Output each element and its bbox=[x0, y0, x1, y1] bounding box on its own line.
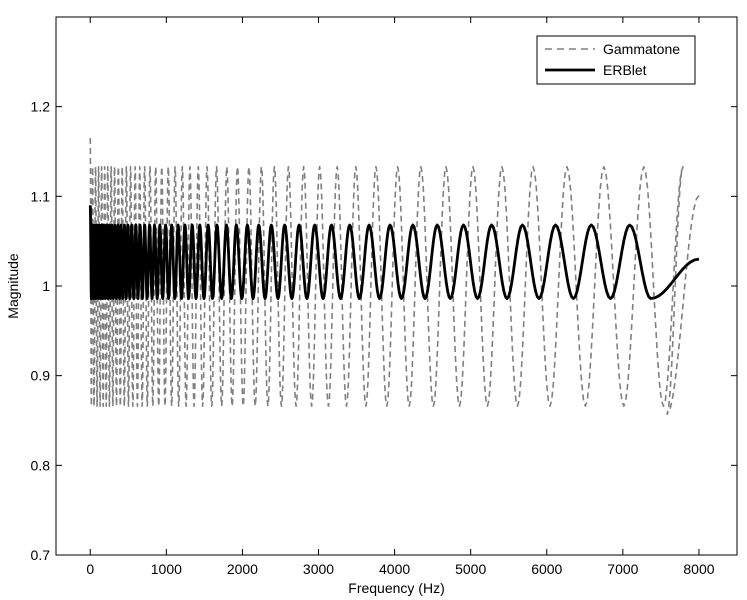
x-tick-label: 1000 bbox=[151, 561, 182, 577]
y-axis-label: Magnitude bbox=[5, 253, 21, 319]
x-axis-label: Frequency (Hz) bbox=[348, 580, 444, 596]
plot-lines bbox=[88, 138, 700, 416]
y-tick-label: 1 bbox=[42, 278, 50, 294]
series-line-erblet bbox=[88, 205, 700, 300]
x-tick-label: 6000 bbox=[531, 561, 562, 577]
y-axis-ticks: 0.7 0.8 0.9 1 1.1 1.2 bbox=[31, 99, 737, 563]
x-tick-label: 8000 bbox=[683, 561, 714, 577]
legend-entry-gammatone: Gammatone bbox=[603, 41, 680, 57]
y-tick-label: 1.1 bbox=[31, 188, 51, 204]
x-axis-ticks: 0 1000 2000 3000 4000 5000 6000 7000 8000 bbox=[86, 17, 715, 577]
legend-entry-erblet: ERBlet bbox=[603, 62, 647, 78]
x-tick-label: 7000 bbox=[607, 561, 638, 577]
y-tick-label: 0.8 bbox=[31, 457, 51, 473]
y-tick-label: 0.9 bbox=[31, 368, 51, 384]
y-tick-label: 1.2 bbox=[31, 99, 51, 115]
x-tick-label: 3000 bbox=[303, 561, 334, 577]
x-tick-label: 2000 bbox=[227, 561, 258, 577]
x-tick-label: 0 bbox=[86, 561, 94, 577]
legend-box bbox=[536, 35, 696, 85]
x-tick-label: 5000 bbox=[455, 561, 486, 577]
legend: Gammatone ERBlet bbox=[536, 35, 696, 85]
y-tick-label: 0.7 bbox=[31, 547, 51, 563]
x-tick-label: 4000 bbox=[379, 561, 410, 577]
